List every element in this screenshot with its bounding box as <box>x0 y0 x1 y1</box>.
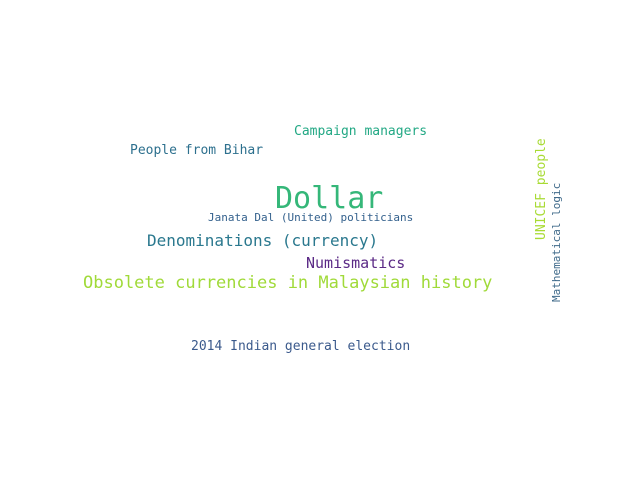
word-denominations: Denominations (currency) <box>147 231 379 250</box>
word-mathematical-logic: Mathematical logic <box>550 182 563 302</box>
word-unicef-people: UNICEF people <box>534 138 549 240</box>
word-obsolete-currencies: Obsolete currencies in Malaysian history <box>83 273 493 293</box>
word-people-from-bihar: People from Bihar <box>130 143 264 158</box>
word-campaign-managers: Campaign managers <box>294 124 428 139</box>
word-dollar: Dollar <box>275 181 384 216</box>
word-numismatics: Numismatics <box>306 254 406 272</box>
word-2014-election: 2014 Indian general election <box>191 339 411 354</box>
word-janata-dal: Janata Dal (United) politicians <box>208 211 414 224</box>
